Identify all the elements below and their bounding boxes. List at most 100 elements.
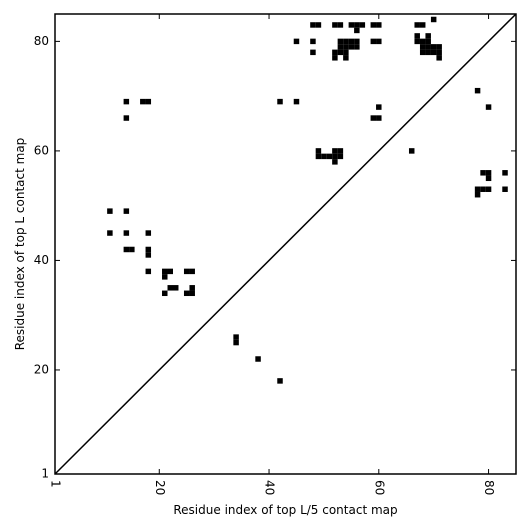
contact-cell [480, 170, 486, 176]
contact-cell [485, 186, 492, 192]
contact-cell [162, 268, 168, 275]
contact-cell [277, 98, 283, 105]
contact-cell [145, 230, 152, 236]
contact-cell [123, 98, 130, 105]
contact-cell [354, 27, 360, 34]
contact-cell [480, 186, 486, 192]
contact-cell [189, 268, 195, 275]
contact-cell [321, 153, 327, 160]
contact-cell [172, 285, 179, 291]
contact-cell [315, 148, 322, 154]
contact-cell [332, 49, 338, 56]
contact-cell [189, 290, 195, 297]
contact-cell [123, 246, 130, 253]
contact-cell [337, 49, 344, 56]
diagonal-line [54, 13, 517, 475]
plot-frame [54, 13, 517, 475]
contact-cell [485, 104, 492, 110]
contact-cell [162, 274, 168, 280]
contact-cell [430, 44, 437, 50]
y-tick-label: 80 [34, 34, 49, 48]
contact-cell [419, 22, 426, 28]
contact-cell [332, 55, 338, 61]
contact-cell [233, 339, 239, 346]
contact-cell [293, 98, 300, 105]
y-tick-label: 1 [41, 467, 49, 481]
contact-cell [310, 38, 316, 45]
contact-cell [436, 55, 442, 61]
contact-cell [348, 38, 355, 45]
contact-cell [419, 38, 426, 45]
contact-cell [145, 98, 152, 105]
y-tick-label: 40 [34, 253, 49, 267]
contact-cell [414, 38, 420, 45]
contact-cell [123, 230, 130, 236]
contact-cell [408, 148, 415, 154]
contact-cell [502, 170, 508, 176]
contact-cell [430, 16, 437, 23]
contact-cell [277, 378, 283, 384]
contact-cell [485, 175, 492, 182]
contact-cell [419, 49, 426, 56]
contact-cell [370, 38, 377, 45]
contact-cell [337, 148, 344, 154]
contact-cell [343, 44, 349, 50]
contact-cell [233, 334, 239, 340]
contact-cell [343, 55, 349, 61]
contact-cell [167, 268, 173, 275]
contact-cell [107, 230, 113, 236]
contact-cell [425, 33, 431, 39]
contact-cell [337, 38, 344, 45]
contact-cell [474, 186, 481, 192]
contact-cell [419, 44, 426, 50]
y-axis-label: Residue index of top L contact map [13, 138, 27, 351]
contact-cell [376, 22, 382, 28]
contact-cell [354, 44, 360, 50]
contact-cell [310, 22, 316, 28]
contact-cell [354, 22, 360, 28]
contact-cell [337, 44, 344, 50]
contact-cell [430, 49, 437, 56]
x-axis-label: Residue index of top L/5 contact map [173, 503, 397, 517]
contact-cell [123, 115, 130, 121]
contact-cell [425, 44, 431, 50]
contact-cell [145, 268, 152, 275]
contact-cell [343, 49, 349, 56]
contact-cells [107, 16, 508, 384]
x-tick-label: 40 [263, 480, 277, 495]
contact-cell [474, 87, 481, 94]
contact-cell [145, 252, 152, 258]
contact-cell [123, 208, 130, 214]
x-tick-label: 60 [372, 480, 386, 495]
contact-cell [348, 44, 355, 50]
contact-cell [337, 153, 344, 160]
contact-cell [414, 33, 420, 39]
contact-cell [315, 153, 322, 160]
contact-cell [310, 49, 316, 56]
x-tick-label: 1 [49, 480, 63, 488]
x-tick-label: 20 [153, 480, 167, 495]
contact-cell [326, 153, 333, 160]
contact-cell [425, 49, 431, 56]
y-tick-label: 20 [34, 362, 49, 376]
contact-cell [332, 153, 338, 160]
contact-cell [370, 115, 377, 121]
contact-cell [376, 115, 382, 121]
contact-cell [436, 49, 442, 56]
contact-cell [425, 38, 431, 45]
contact-cell [183, 290, 190, 297]
contact-cell [354, 38, 360, 45]
contact-cell [332, 148, 338, 154]
contact-cell [348, 22, 355, 28]
contact-cell [162, 290, 168, 297]
contact-cell [485, 170, 492, 176]
contact-cell [337, 22, 344, 28]
contact-cell [189, 285, 195, 291]
contact-cell [474, 191, 481, 198]
contact-cell [370, 22, 377, 28]
contact-cell [293, 38, 300, 45]
contact-cell [359, 22, 366, 28]
contact-cell [376, 104, 382, 110]
contact-cell [140, 98, 146, 105]
